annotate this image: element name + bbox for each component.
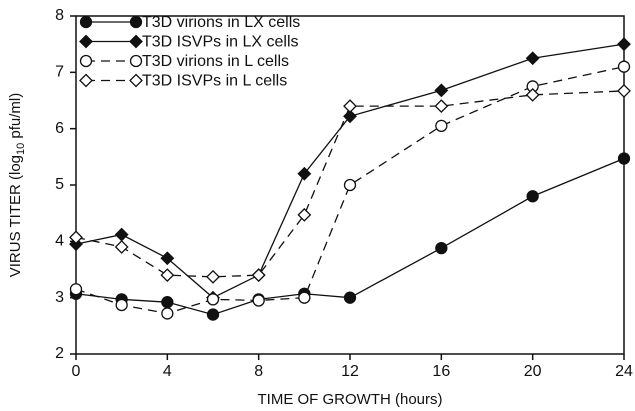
marker <box>160 251 175 266</box>
marker <box>161 296 174 309</box>
marker <box>435 241 448 255</box>
series-line <box>75 90 625 278</box>
marker <box>115 298 128 312</box>
marker <box>206 293 220 306</box>
marker <box>297 166 312 181</box>
legend-marker <box>79 34 93 49</box>
marker <box>434 99 449 114</box>
marker <box>160 268 175 283</box>
legend-label: T3D ISVPs in L cells <box>142 73 287 90</box>
y-tick-label: 5 <box>55 176 64 193</box>
marker <box>206 269 220 284</box>
marker <box>343 109 357 124</box>
y-tick-label: 4 <box>55 233 64 250</box>
y-axis-label: VIRUS TITER (log10 pfu/ml) <box>7 93 27 278</box>
x-tick-label: 8 <box>254 363 263 380</box>
legend-marker <box>79 54 93 68</box>
x-tick-label: 16 <box>432 363 450 380</box>
legend-marker <box>129 34 143 49</box>
x-tick-label: 12 <box>341 363 359 380</box>
legend-marker <box>129 15 143 29</box>
marker <box>617 37 631 52</box>
marker <box>206 308 220 321</box>
marker <box>434 83 449 98</box>
legend-label: T3D virions in LX cells <box>142 14 300 31</box>
y-label-rest: pfu/ml) <box>7 93 24 143</box>
marker <box>69 230 83 245</box>
legend-marker <box>79 15 93 29</box>
marker <box>435 119 448 132</box>
y-tick-label: 6 <box>55 120 64 137</box>
x-tick-label: 24 <box>615 363 633 380</box>
marker <box>617 60 631 73</box>
marker <box>525 87 540 102</box>
y-tick-label: 2 <box>55 345 64 362</box>
x-tick-label: 0 <box>72 363 81 380</box>
series-line <box>75 157 625 316</box>
marker <box>298 291 311 304</box>
marker <box>69 283 83 296</box>
x-tick-label: 4 <box>163 363 172 380</box>
marker <box>526 190 539 203</box>
marker <box>343 291 357 304</box>
series-line <box>75 43 625 299</box>
marker <box>525 51 540 66</box>
x-tick-label: 20 <box>524 363 542 380</box>
legend-label: T3D ISVPs in LX cells <box>142 34 299 51</box>
y-label-text: VIRUS TITER (log <box>7 155 24 277</box>
marker <box>297 207 312 222</box>
y-tick-label: 7 <box>55 64 64 81</box>
x-axis-label: TIME OF GROWTH (hours) <box>258 391 443 408</box>
legend-marker <box>129 73 143 88</box>
marker <box>343 178 357 192</box>
legend-marker <box>79 73 93 88</box>
marker <box>114 227 129 242</box>
marker <box>343 99 357 114</box>
legend-marker <box>129 54 143 68</box>
marker <box>617 152 631 165</box>
legend-label: T3D virions in L cells <box>142 53 289 70</box>
y-label-sub: 10 <box>15 143 27 155</box>
y-tick-label: 8 <box>55 7 64 24</box>
marker <box>161 307 174 320</box>
marker <box>114 240 129 254</box>
marker <box>617 84 631 98</box>
marker <box>252 294 265 307</box>
series-line <box>75 66 625 315</box>
y-tick-label: 3 <box>55 289 64 306</box>
marker <box>251 268 266 283</box>
